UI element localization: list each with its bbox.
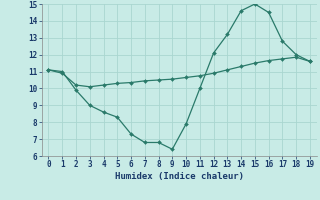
X-axis label: Humidex (Indice chaleur): Humidex (Indice chaleur): [115, 172, 244, 181]
